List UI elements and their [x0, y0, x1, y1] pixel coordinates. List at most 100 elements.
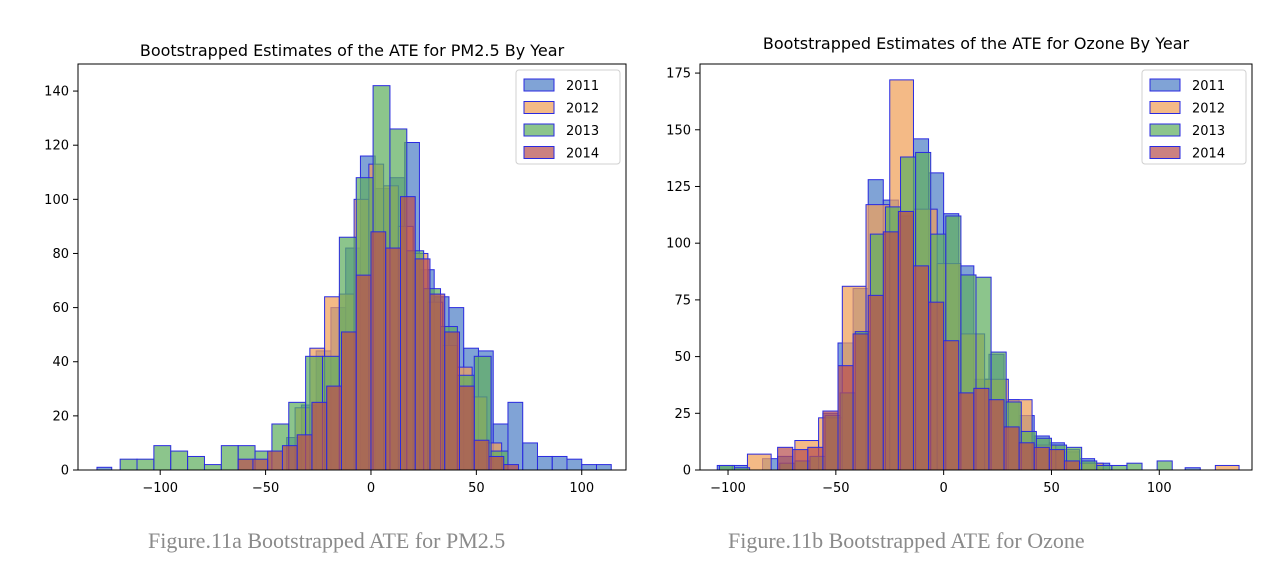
histogram-bar: [1096, 464, 1113, 471]
x-tick-label: 0: [940, 481, 948, 496]
histogram-bar: [136, 458, 155, 471]
histogram-bar: [566, 458, 583, 471]
histogram-bar: [792, 449, 809, 471]
histogram-bar: [1156, 460, 1173, 471]
legend-box: [515, 69, 621, 165]
legend-swatch: [1149, 123, 1181, 137]
histogram-bar: [943, 340, 960, 471]
histogram-bar: [507, 401, 524, 471]
legend-swatch: [1149, 101, 1181, 114]
histogram-bar: [414, 258, 431, 471]
histogram-bar: [444, 331, 460, 471]
x-tick-label: 100: [569, 481, 594, 496]
histogram-bar: [311, 401, 328, 471]
histogram-bar: [837, 365, 854, 471]
series-2014: [777, 210, 1080, 471]
plot-frame: [699, 63, 1253, 471]
histogram-bar: [536, 455, 553, 471]
histogram-bar: [237, 458, 254, 471]
histogram-bar: [252, 458, 269, 471]
y-tick-label: 80: [52, 247, 69, 262]
histogram-bar: [958, 392, 975, 471]
histogram-bar: [399, 196, 416, 471]
histogram-bar: [1003, 426, 1020, 471]
histogram-bar: [1018, 442, 1035, 471]
x-tick-label: −50: [252, 481, 279, 496]
histogram-bar: [267, 450, 283, 471]
legend-swatch: [523, 123, 555, 137]
histogram-bar: [296, 434, 313, 471]
legend: 2011 2012 2013 2014: [1141, 69, 1247, 165]
histogram-bar: [1214, 464, 1240, 471]
histogram-bar: [973, 387, 990, 471]
legend-label: 2014: [1192, 147, 1225, 162]
histogram-bar: [503, 464, 520, 471]
legend-label: 2011: [566, 79, 599, 94]
histogram-bar: [203, 464, 222, 471]
legend-label: 2012: [1192, 102, 1225, 117]
legend-label: 2014: [566, 147, 599, 162]
histogram-bar: [1063, 460, 1080, 471]
histogram-bar: [718, 464, 735, 471]
histogram-bar: [220, 445, 239, 471]
histogram-bar: [370, 231, 387, 471]
legend-box: [1141, 69, 1247, 165]
y-tick-label: 120: [44, 139, 69, 154]
chart-ozone: Bootstrapped Estimates of the ATE for Oz…: [666, 34, 1253, 496]
histogram-bar: [340, 331, 357, 471]
histogram-bar: [153, 445, 172, 471]
histogram-bar: [867, 294, 884, 471]
x-tick-label: 100: [1147, 481, 1172, 496]
histogram-bar: [822, 410, 839, 471]
legend: 2011 2012 2013 2014: [515, 69, 621, 165]
histogram-bar: [1048, 449, 1065, 471]
histogram-bar: [187, 455, 205, 471]
legend-label: 2012: [566, 102, 599, 117]
caption-ozone: Figure.11b Bootstrapped ATE for Ozone: [728, 528, 1085, 553]
histogram-bar: [473, 439, 490, 471]
legend-label: 2013: [1192, 124, 1225, 139]
y-tick-label: 20: [52, 409, 69, 424]
histogram-bar: [1111, 464, 1128, 471]
histogram-bar: [852, 333, 869, 471]
legend-swatch: [1149, 78, 1181, 92]
x-tick-label: −50: [822, 481, 849, 496]
histogram-bar: [988, 399, 1005, 471]
x-tick-label: 50: [468, 481, 485, 496]
y-tick-label: 100: [44, 193, 69, 208]
histogram-bar: [746, 453, 772, 471]
y-tick-label: 150: [666, 123, 691, 138]
legend-swatch: [1149, 146, 1181, 159]
histogram-bar: [1081, 460, 1098, 471]
series-2014: [237, 196, 520, 471]
y-tick-label: 125: [666, 180, 691, 195]
histogram-bar: [777, 446, 794, 471]
histogram-bar: [170, 450, 189, 471]
y-tick-label: 175: [666, 67, 691, 82]
y-tick-label: 60: [52, 301, 69, 316]
legend-swatch: [523, 101, 555, 114]
x-tick-label: −100: [710, 481, 746, 496]
x-tick-label: −100: [142, 481, 178, 496]
y-tick-label: 0: [683, 464, 691, 479]
x-tick-label: 50: [1043, 481, 1060, 496]
legend-label: 2011: [1192, 79, 1225, 94]
histogram-bar: [807, 446, 824, 471]
histogram-bar: [326, 385, 342, 471]
histogram-bar: [897, 210, 914, 471]
y-tick-label: 140: [44, 85, 69, 100]
plot-frame: [77, 63, 627, 471]
y-tick-label: 25: [674, 407, 691, 422]
caption-pm25: Figure.11a Bootstrapped ATE for PM2.5: [148, 528, 506, 553]
histogram-bar: [119, 458, 138, 471]
histogram-bar: [355, 274, 372, 471]
y-tick-label: 50: [674, 350, 691, 365]
x-tick-label: 0: [367, 481, 375, 496]
histogram-bar: [1033, 446, 1050, 471]
histogram-bar: [551, 455, 568, 471]
y-tick-label: 40: [52, 355, 69, 370]
histogram-bar: [281, 445, 298, 471]
chart-pm25: Bootstrapped Estimates of the ATE for PM…: [44, 41, 627, 496]
histogram-bar: [912, 265, 930, 471]
